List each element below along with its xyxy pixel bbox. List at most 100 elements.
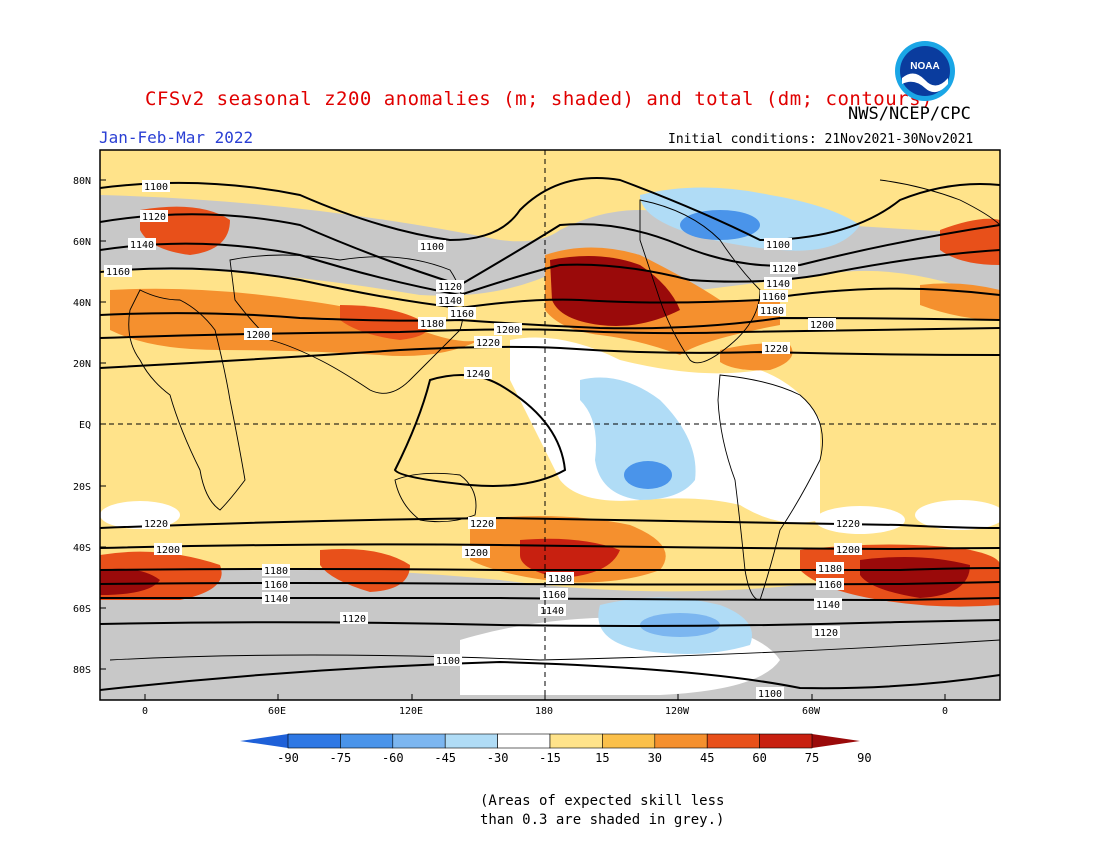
contour-label: 1160: [262, 578, 290, 591]
contour-label: 1180: [816, 562, 844, 575]
initial-conditions-label: Initial conditions: 21Nov2021-30Nov2021: [668, 132, 974, 147]
lat-label: 20S: [73, 482, 91, 493]
lon-label: 60W: [802, 706, 821, 717]
chart-title: CFSv2 seasonal z200 anomalies (m; shaded…: [145, 88, 933, 110]
contour-label: 1100: [756, 687, 784, 700]
colorbar-arrow-right: [812, 734, 860, 748]
coastlines: [109, 179, 1000, 661]
contour-label: 1160: [104, 265, 132, 278]
lon-label: 0: [142, 706, 148, 717]
colorbar-label: 15: [595, 751, 609, 765]
svg-text:1160: 1160: [450, 309, 474, 320]
svg-text:1220: 1220: [144, 519, 168, 530]
svg-text:1160: 1160: [762, 292, 786, 303]
longitude-labels: 0 60E 120E 180 120W 60W 0: [142, 706, 948, 717]
svg-text:1160: 1160: [264, 580, 288, 591]
svg-text:1180: 1180: [548, 574, 572, 585]
colorbar-label: 30: [648, 751, 662, 765]
lat-label: EQ: [79, 420, 91, 431]
svg-text:1200: 1200: [464, 548, 488, 559]
noaa-logo-icon: NOAA: [895, 41, 955, 101]
contour-label: 1120: [340, 612, 368, 625]
contour-label: 1160: [760, 290, 788, 303]
lon-label: 180: [535, 706, 553, 717]
svg-text:1200: 1200: [156, 545, 180, 556]
footnote-line: (Areas of expected skill less: [480, 793, 725, 809]
colorbar-label: 45: [700, 751, 714, 765]
svg-text:1120: 1120: [142, 212, 166, 223]
svg-text:1220: 1220: [764, 344, 788, 355]
lat-label: 40S: [73, 543, 91, 554]
contour-label: 1140: [814, 598, 842, 611]
map-frame: [99, 149, 1001, 701]
colorbar-swatch: [654, 733, 708, 749]
anomaly-shading: [100, 150, 1000, 700]
contour-label: 1120: [812, 626, 840, 639]
contour-label: 1220: [762, 342, 790, 355]
lon-label: 120E: [399, 706, 423, 717]
svg-text:1220: 1220: [836, 519, 860, 530]
contour-label: 1200: [494, 323, 522, 336]
svg-text:1160: 1160: [106, 267, 130, 278]
colorbar: -90 -75 -60 -45 -30 -15 15 30 45 60 75 90: [240, 733, 872, 765]
lat-label: 80N: [73, 176, 91, 187]
contour-label: 1220: [468, 517, 496, 530]
contour-label: 1220: [142, 517, 170, 530]
colorbar-label: 60: [752, 751, 766, 765]
contour-label: 1200: [462, 546, 490, 559]
contour-label: 1180: [262, 564, 290, 577]
season-label: Jan-Feb-Mar 2022: [99, 128, 254, 147]
svg-text:1120: 1120: [772, 264, 796, 275]
lat-label: 80S: [73, 665, 91, 676]
agency-label: NWS/NCEP/CPC: [848, 104, 971, 124]
svg-text:1120: 1120: [438, 282, 462, 293]
svg-text:1180: 1180: [264, 566, 288, 577]
svg-text:1140: 1140: [816, 600, 840, 611]
svg-text:1160: 1160: [818, 580, 842, 591]
lat-label: 40N: [73, 298, 91, 309]
svg-text:1200: 1200: [496, 325, 520, 336]
colorbar-label: -90: [277, 751, 299, 765]
colorbar-arrow-left: [240, 734, 288, 748]
lat-label: 60N: [73, 237, 91, 248]
contour-label: 1240: [464, 367, 492, 380]
logo-text: NOAA: [910, 61, 939, 72]
svg-text:1140: 1140: [130, 240, 154, 251]
colorbar-swatch: [340, 733, 394, 749]
contour-label: 1140: [538, 604, 566, 617]
contour-label: 1120: [770, 262, 798, 275]
svg-text:1120: 1120: [814, 628, 838, 639]
colorbar-swatch: [392, 733, 446, 749]
contour-label: 1100: [142, 180, 170, 193]
colorbar-swatch: [602, 733, 656, 749]
colorbar-swatch: [549, 733, 603, 749]
svg-text:1240: 1240: [466, 369, 490, 380]
contour-label: 1100: [764, 238, 792, 251]
lon-label: 120W: [665, 706, 690, 717]
contour-label: 1220: [474, 336, 502, 349]
contour-label: 1200: [154, 543, 182, 556]
footnote-line: than 0.3 are shaded in grey.): [480, 812, 725, 828]
colorbar-label: -75: [330, 751, 352, 765]
colorbar-label: -60: [382, 751, 404, 765]
contour-label: 1180: [758, 304, 786, 317]
svg-text:1200: 1200: [836, 545, 860, 556]
footnote: (Areas of expected skill less than 0.3 a…: [480, 792, 724, 830]
colorbar-swatch: [497, 733, 551, 749]
contour-label: 1140: [436, 294, 464, 307]
lon-label: 60E: [268, 706, 286, 717]
contour-label: 1100: [434, 654, 462, 667]
svg-text:1220: 1220: [470, 519, 494, 530]
contour-label: 1120: [436, 280, 464, 293]
svg-text:1180: 1180: [818, 564, 842, 575]
latitude-labels: 80N 60N 40N 20N EQ 20S 40S 60S 80S: [73, 176, 91, 676]
contour-label: 1160: [448, 307, 476, 320]
svg-text:1100: 1100: [436, 656, 460, 667]
contour-label: 1140: [128, 238, 156, 251]
svg-text:1140: 1140: [438, 296, 462, 307]
contour-label: 1200: [244, 328, 272, 341]
svg-text:1140: 1140: [540, 606, 564, 617]
svg-text:1140: 1140: [264, 594, 288, 605]
colorbar-label: -45: [434, 751, 456, 765]
